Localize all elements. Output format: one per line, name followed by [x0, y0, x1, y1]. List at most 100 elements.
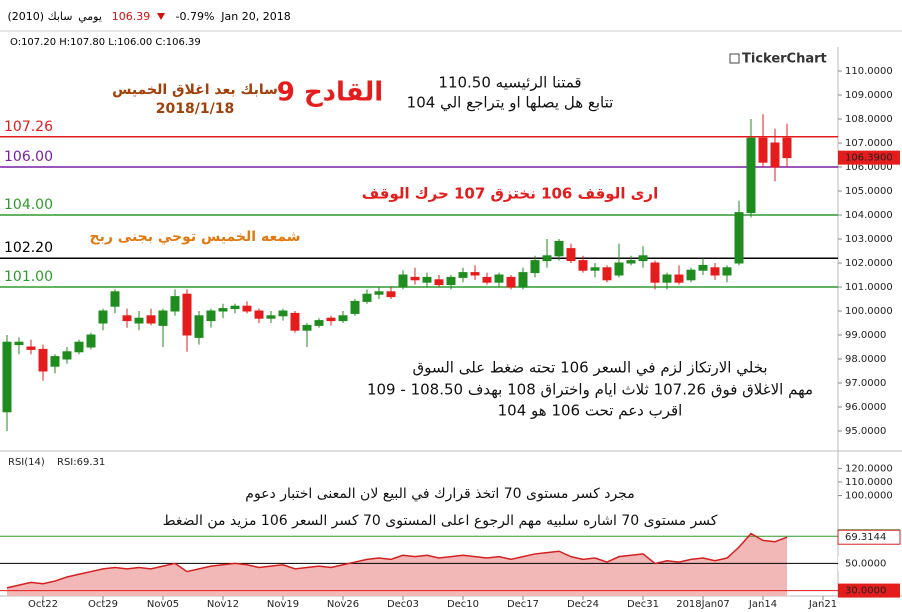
y-tick-label: 110.0000: [845, 477, 893, 488]
level-label: 30.0000: [845, 586, 886, 597]
y-tick-label: 104.0000: [845, 210, 893, 221]
down-arrow: [157, 13, 165, 20]
candle-body: [686, 269, 696, 281]
x-tick-label: Nov12: [207, 599, 239, 610]
candle-body: [278, 310, 288, 317]
x-tick-label: Nov26: [327, 599, 359, 610]
x-tick-label: Dec03: [387, 599, 419, 610]
y-tick-label: 99.0000: [845, 330, 886, 341]
candle-body: [374, 291, 384, 295]
candle-body: [170, 296, 180, 312]
level-label: 50.0000: [845, 558, 886, 569]
candle-body: [206, 310, 216, 322]
annotation: بخلي الارتكاز لزم في السعر 106 تحته ضغط …: [412, 359, 767, 378]
candle-body: [230, 305, 240, 310]
y-tick-label: 110.0000: [845, 66, 893, 77]
candle-body: [14, 341, 24, 346]
rsi-line: [6, 532, 788, 589]
period[interactable]: يومي: [78, 10, 102, 23]
candle-body: [134, 317, 144, 324]
candle-body: [290, 312, 300, 331]
level-label: 101.00: [4, 269, 53, 285]
candle-body: [614, 262, 624, 276]
candle-body: [470, 272, 480, 276]
y-tick-label: 120.0000: [845, 463, 893, 474]
candle-body: [2, 341, 12, 413]
candle-body: [218, 308, 228, 312]
candle-body: [326, 317, 336, 322]
candle-body: [722, 267, 732, 276]
y-tick-label: 97.0000: [845, 378, 886, 389]
rsi-title: RSI(14): [8, 457, 45, 468]
annotation: تتابع هل يصلها او يتراجع الي 104: [407, 94, 614, 113]
candle-body: [386, 291, 396, 298]
candle-body: [434, 279, 444, 286]
annotation: مهم الاغلاق فوق 107.26 ثلاث ايام واختراق…: [367, 381, 813, 399]
candle-body: [38, 348, 48, 372]
candle-body: [494, 274, 504, 283]
candle-body: [698, 264, 708, 271]
candle-body: [194, 315, 204, 338]
candle-body: [422, 276, 432, 283]
candle-body: [758, 137, 768, 163]
level-label: 107.26: [4, 119, 53, 135]
date: Jan 20, 2018: [220, 10, 290, 23]
candle-body: [674, 274, 684, 283]
candle-body: [542, 255, 552, 262]
candle-body: [662, 274, 672, 283]
candle-body: [734, 212, 744, 264]
level-label: 102.20: [4, 240, 53, 256]
candle-body: [446, 276, 456, 286]
candle-body: [746, 137, 756, 214]
candle-body: [482, 276, 492, 283]
change: -0.79%: [176, 10, 215, 23]
candle-body: [74, 341, 84, 353]
logo: TickerChart: [742, 52, 827, 67]
x-tick-label: 2018Jan07: [676, 599, 730, 610]
y-tick-label: 108.0000: [845, 114, 893, 125]
x-tick-label: Jan21: [808, 599, 837, 610]
candle-body: [578, 260, 588, 271]
annotation: القادح 9: [277, 78, 383, 108]
candle-body: [518, 272, 528, 288]
candle-body: [50, 356, 60, 367]
candle-body: [458, 272, 468, 278]
x-tick-label: Dec31: [627, 599, 659, 610]
annotation: شمعه الخميس توحي بجنى ربح: [90, 229, 301, 245]
candle-body: [86, 334, 96, 348]
x-tick-label: Dec10: [447, 599, 479, 610]
annotation: ارى الوقف 106 نختزق 107 حرك الوقف: [362, 185, 658, 203]
last-value-box: [837, 529, 901, 545]
annotation: كسر مستوى 70 اشاره سلبيه مهم الرجوع اعلى…: [163, 513, 718, 529]
candle-body: [638, 255, 648, 262]
symbol[interactable]: سابك (2010): [8, 10, 73, 23]
candle-body: [110, 291, 120, 307]
y-tick-label: 106.0000: [845, 162, 893, 173]
x-tick-label: Oct22: [28, 599, 58, 610]
last-price-box: [838, 150, 900, 165]
candle-body: [530, 260, 540, 274]
candle-body: [146, 315, 156, 324]
candle-body: [62, 351, 72, 360]
candle-body: [710, 267, 720, 276]
y-tick-label: 107.0000: [845, 138, 893, 149]
candle-body: [26, 346, 36, 350]
candle-body: [314, 320, 324, 326]
x-tick-label: Jan14: [748, 599, 777, 610]
y-tick-label: 100.0000: [845, 491, 893, 502]
candle-body: [782, 137, 792, 159]
annotation: قمتنا الرئيسيه 110.50: [438, 74, 581, 92]
candle-body: [158, 310, 168, 326]
x-tick-label: Nov19: [267, 599, 299, 610]
annotation: مجرد كسر مستوى 70 اتخذ قرارك في البيع لا…: [245, 486, 634, 502]
y-tick-label: 105.0000: [845, 186, 893, 197]
y-tick-label: 100.0000: [845, 306, 893, 317]
rsi-area: [7, 533, 787, 596]
y-tick-label: 103.0000: [845, 234, 893, 245]
candle-body: [506, 276, 516, 288]
candle-body: [410, 276, 420, 281]
candle-body: [650, 262, 660, 283]
